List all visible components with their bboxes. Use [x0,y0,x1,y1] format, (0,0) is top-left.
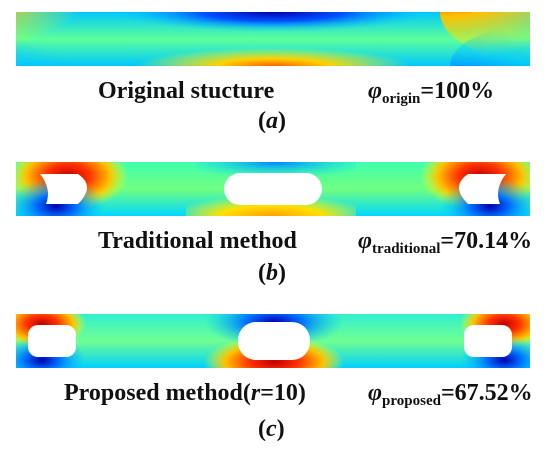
void-center-hole [238,322,310,360]
method-label: Traditional method [98,228,297,254]
panel-c: Proposed method(r=10) φproposed=67.52% (… [0,302,550,453]
panel-letter: (c) [258,416,285,442]
method-label: Original stucture [98,78,275,104]
void-right-hole [459,174,506,204]
method-label: Proposed method(r=10) [64,380,306,406]
void-left-hole [28,325,76,357]
beam-field-original [16,12,530,66]
void-right-hole [464,325,512,357]
beam-field-traditional [16,162,530,216]
void-center-hole [224,173,322,205]
beam-field-proposed [16,314,530,368]
panel-b: Traditional method φtraditional=70.14% (… [0,150,550,290]
panel-letter: (b) [258,260,286,286]
volume-ratio-label: φtraditional=70.14% [358,228,533,257]
volume-ratio-label: φorigin=100% [368,78,495,107]
panel-letter: (a) [258,108,286,134]
panel-a: Original stucture φorigin=100% (a) [0,0,550,140]
volume-ratio-label: φproposed=67.52% [368,380,533,409]
void-left-hole [40,174,87,204]
